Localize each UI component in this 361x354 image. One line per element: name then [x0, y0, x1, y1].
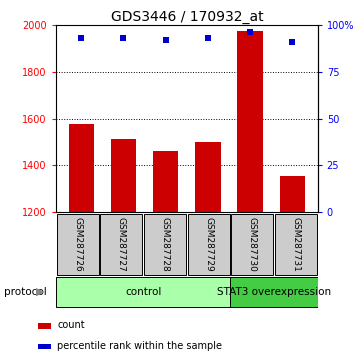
Text: protocol: protocol	[4, 287, 46, 297]
FancyBboxPatch shape	[56, 277, 230, 307]
Bar	[280, 176, 305, 212]
Text: GSM287729: GSM287729	[204, 217, 213, 272]
Text: GSM287727: GSM287727	[117, 217, 126, 272]
Bar	[195, 142, 221, 212]
Bar	[69, 125, 94, 212]
FancyBboxPatch shape	[188, 214, 230, 275]
Title: GDS3446 / 170932_at: GDS3446 / 170932_at	[110, 10, 263, 24]
FancyBboxPatch shape	[57, 214, 99, 275]
Bar	[153, 152, 178, 212]
Text: control: control	[125, 287, 161, 297]
Text: ▶: ▶	[36, 287, 45, 297]
Text: GSM287730: GSM287730	[248, 217, 257, 272]
FancyBboxPatch shape	[230, 277, 318, 307]
Bar	[111, 138, 136, 212]
Text: count: count	[57, 320, 85, 331]
FancyBboxPatch shape	[231, 214, 273, 275]
FancyBboxPatch shape	[100, 214, 142, 275]
Bar	[38, 323, 51, 329]
Text: percentile rank within the sample: percentile rank within the sample	[57, 341, 222, 351]
FancyBboxPatch shape	[144, 214, 186, 275]
FancyBboxPatch shape	[275, 214, 317, 275]
Text: STAT3 overexpression: STAT3 overexpression	[217, 287, 331, 297]
Bar	[38, 344, 51, 349]
Text: GSM287728: GSM287728	[161, 217, 170, 272]
Text: GSM287726: GSM287726	[73, 217, 82, 272]
Bar	[238, 31, 263, 212]
Text: GSM287731: GSM287731	[291, 217, 300, 272]
